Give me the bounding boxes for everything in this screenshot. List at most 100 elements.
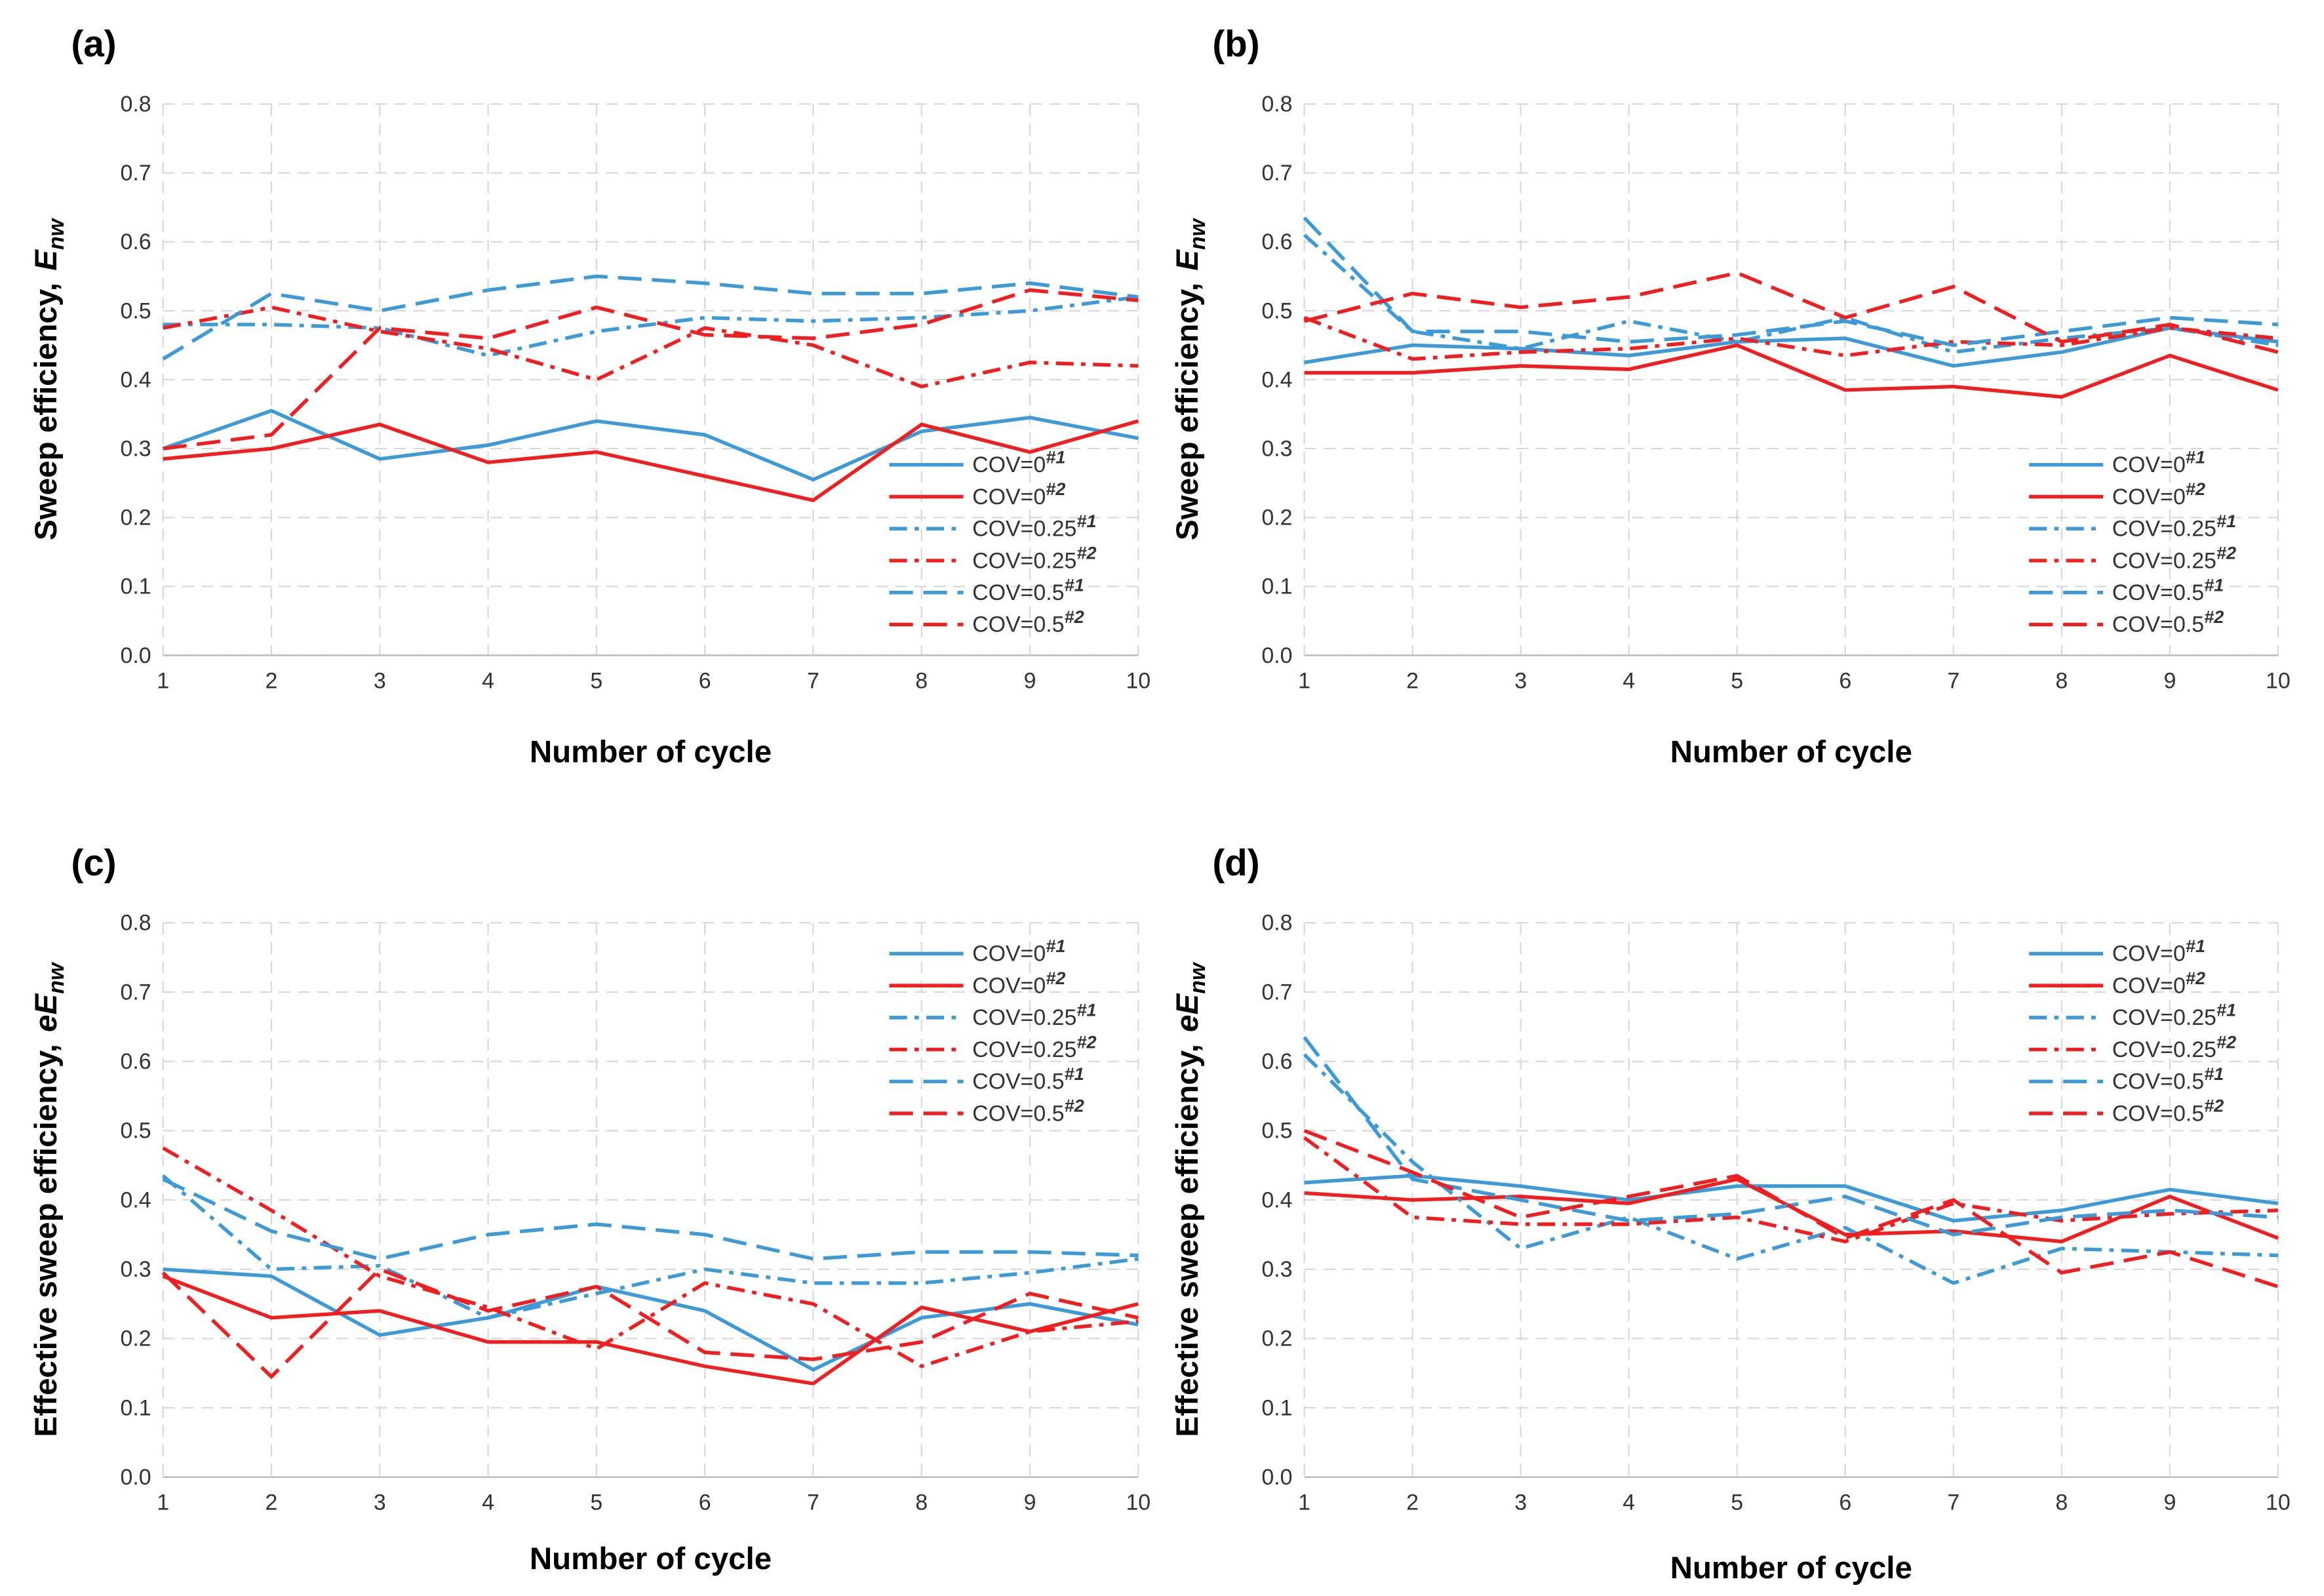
legend-name: COV=0.5 [2112,612,2204,637]
legend-superscript: #1 [1064,574,1084,595]
x-tick-label: 10 [2266,1490,2291,1515]
legend-name: COV=0 [2112,485,2186,509]
x-tick-label: 6 [699,668,711,693]
legend-name: COV=0.25 [972,1037,1076,1062]
legend-name: COV=0.5 [2112,1069,2204,1094]
legend-label: COV=0.25#1 [972,511,1096,542]
legend-label: COV=0.25#2 [2112,1031,2236,1062]
legend-label: COV=0.5#1 [972,574,1084,605]
x-tick-label: 10 [1126,668,1151,693]
panel-label: (a) [71,23,117,64]
y-tick-label: 0.1 [1261,574,1292,599]
legend-name: COV=0.5 [2112,580,2204,605]
x-tick-label: 3 [1514,1490,1527,1515]
series-line [1303,1128,2279,1288]
series-line [161,1267,1139,1380]
legend-superscript: #1 [1064,1064,1084,1084]
legend-superscript: #2 [1064,607,1084,627]
y-tick-label: 0.2 [120,1327,151,1351]
x-tick-label: 2 [266,668,278,693]
legend-name: COV=0.5 [972,1101,1064,1126]
x-tick-label: 8 [915,1490,928,1515]
legend-name: COV=0.5 [972,580,1064,605]
legend-superscript: #2 [1076,543,1096,563]
x-tick-label: 8 [2055,668,2068,693]
x-tick-label: 7 [807,1490,819,1515]
y-tick-label: 0.0 [1261,643,1292,668]
series-line [162,274,1139,361]
x-tick-label: 9 [1024,1490,1036,1515]
y-tick-label: 0.6 [120,229,151,254]
y-tick-label: 0.8 [120,92,151,117]
x-axis-title: Number of cycle [530,1542,772,1576]
legend-label: COV=0.5#1 [972,1064,1084,1094]
legend-name: COV=0 [2112,942,2186,967]
y-tick-label: 0.1 [1261,1395,1292,1420]
series-line [163,295,1139,358]
legend-label: COV=0.5#2 [972,607,1084,637]
legend-superscript: #1 [2186,936,2205,956]
x-axis-title: Number of cycle [1670,735,1912,770]
series-line [1303,216,2279,348]
x-tick-label: 2 [266,1490,278,1515]
legend-superscript: #1 [1076,1000,1096,1020]
series-line [163,288,1139,450]
x-tick-label: 8 [2055,1490,2068,1515]
legend-label: COV=0#1 [972,936,1065,967]
y-tick-label: 0.5 [1261,298,1292,323]
legend-label: COV=0.5#2 [2112,1096,2224,1127]
y-tick-label: 0.4 [120,1187,151,1212]
legend-superscript: #2 [1046,479,1065,499]
series-line [161,1174,1139,1320]
legend-label: COV=0.25#1 [972,1000,1096,1031]
legend-name: COV=0.5 [972,1069,1064,1094]
legend-name: COV=0.25 [972,517,1076,542]
series-line [163,419,1139,502]
legend-label: COV=0#1 [972,447,1065,477]
legend-superscript: #2 [2216,1031,2236,1052]
legend-name: COV=0 [972,973,1046,998]
legend-name: COV=0.25 [972,548,1076,573]
y-tick-label: 0.0 [120,643,151,668]
y-axis-title: Effective sweep efficiency, eEnw [1170,961,1210,1437]
legend-superscript: #1 [2204,1064,2224,1084]
legend-superscript: #1 [2186,447,2205,467]
panel: (d) 0.0 0.1 0.2 0.3 0.4 0.5 0.6 0.7 0.8 1 2 3 4 5 6 7 8 9 1… [1170,842,2291,1586]
legend-superscript: #1 [1076,511,1096,531]
legend-name: COV=0 [972,452,1046,477]
legend-superscript: #2 [2204,607,2224,627]
legend-label: COV=0.5#1 [2112,1064,2224,1094]
x-tick-label: 1 [1298,668,1310,693]
legend-superscript: #2 [1046,968,1065,988]
y-axis-title-text: Effective sweep efficiency, [29,1044,64,1437]
y-tick-label: 0.3 [1261,436,1292,461]
legend-label: COV=0.25#2 [972,1031,1096,1062]
x-tick-label: 7 [1947,1490,1960,1515]
legend-label: COV=0#2 [972,968,1065,999]
y-tick-label: 0.2 [1261,1327,1292,1351]
x-tick-label: 7 [807,668,819,693]
legend-label: COV=0.25#1 [2112,511,2236,542]
series-line [163,1267,1139,1372]
y-tick-label: 0.4 [1261,367,1292,392]
legend-label: COV=0#2 [2112,968,2205,999]
legend-superscript: #1 [2204,574,2224,595]
legend-label: COV=0.5#2 [972,1096,1084,1127]
y-tick-label: 0.4 [120,367,151,392]
y-tick-label: 0.5 [120,1119,151,1144]
x-tick-label: 4 [482,668,494,693]
panel-label: (b) [1212,23,1259,64]
y-axis-title-subscript: nw [44,961,69,994]
legend-superscript: #2 [2186,479,2205,499]
y-axis-title: Sweep efficiency, Enw [29,217,69,540]
x-tick-label: 5 [590,1490,602,1515]
legend-name: COV=0.25 [972,1005,1076,1030]
legend-name: COV=0.5 [972,612,1064,637]
legend-name: COV=0.25 [2112,1037,2216,1062]
y-axis-title-symbol: eE [1170,993,1205,1032]
legend-superscript: #2 [1076,1031,1096,1052]
y-axis-title-text: Sweep efficiency, [1170,283,1205,540]
legend-label: COV=0#2 [972,479,1065,509]
series-line [1303,271,2279,354]
